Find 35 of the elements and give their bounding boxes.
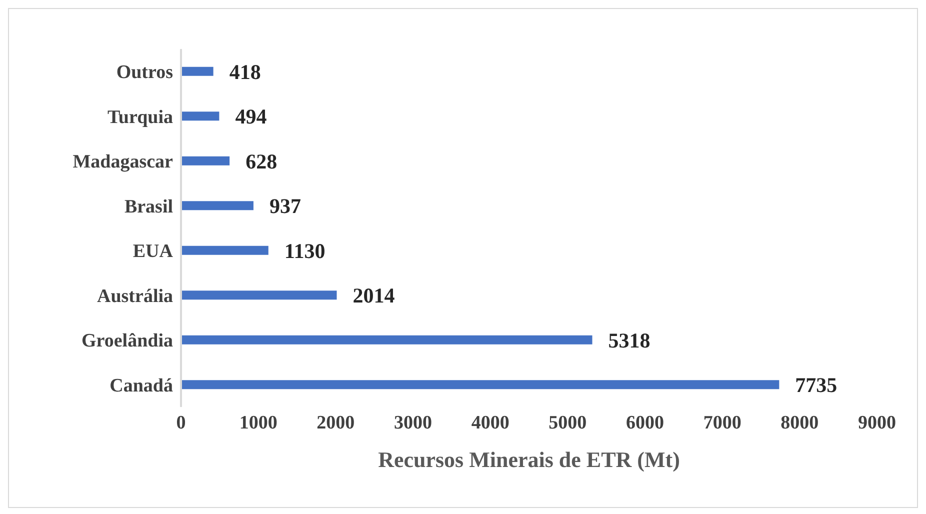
data-label: 2014 xyxy=(352,284,396,308)
y-tick-label: Outros xyxy=(116,62,173,84)
data-label: 418 xyxy=(229,60,261,84)
bar xyxy=(181,201,254,210)
y-tick-label: Turquia xyxy=(108,106,174,128)
y-tick-label: EUA xyxy=(132,241,174,262)
bar xyxy=(181,290,337,300)
x-tick-label: 3000 xyxy=(394,412,432,434)
data-label: 5318 xyxy=(608,328,650,352)
x-tick-label: 6000 xyxy=(626,412,664,434)
x-tick-label: 8000 xyxy=(780,412,819,434)
bar xyxy=(181,156,230,166)
data-label: 7735 xyxy=(795,373,838,398)
bar xyxy=(181,380,780,390)
data-label: 937 xyxy=(269,194,301,218)
x-axis-title: Recursos Minerais de ETR (Mt) xyxy=(378,447,680,472)
data-label: 1130 xyxy=(284,238,326,263)
bar xyxy=(181,246,268,255)
y-tick-label: Madagascar xyxy=(72,152,174,173)
y-tick-label: Groelândia xyxy=(82,330,174,352)
bar xyxy=(181,66,214,76)
y-tick-label: Brasil xyxy=(124,196,173,218)
x-tick-label: 0 xyxy=(176,412,186,434)
x-tick-label: 9000 xyxy=(858,412,896,434)
x-tick-label: 5000 xyxy=(548,412,587,434)
data-label: 628 xyxy=(246,149,278,174)
x-tick-label: 2000 xyxy=(316,412,355,434)
x-tick-label: 7000 xyxy=(703,412,742,434)
data-label: 494 xyxy=(235,104,268,129)
bar xyxy=(181,335,592,344)
x-tick-label: 4000 xyxy=(471,412,510,434)
y-tick-label: Canadá xyxy=(110,375,174,396)
y-tick-label: Austrália xyxy=(97,286,174,307)
x-tick-label: 1000 xyxy=(239,412,278,434)
bar xyxy=(181,112,220,121)
